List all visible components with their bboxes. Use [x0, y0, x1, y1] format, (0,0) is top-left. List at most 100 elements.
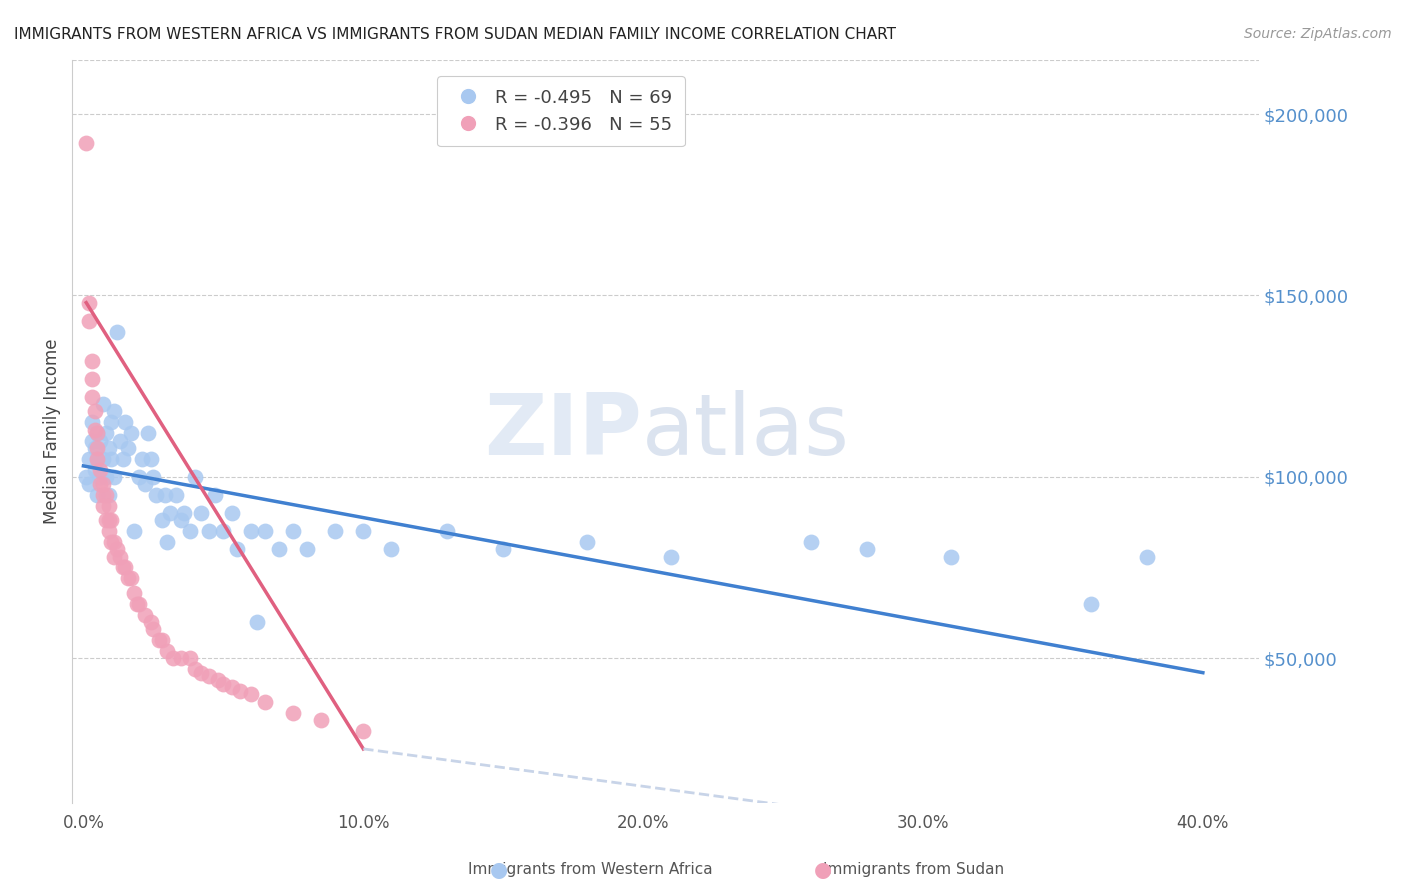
Point — [939, 549, 962, 564]
Point — [150, 633, 173, 648]
Point — [103, 470, 125, 484]
Point — [134, 607, 156, 622]
Point — [117, 441, 139, 455]
Point — [323, 524, 346, 539]
Point — [1080, 597, 1102, 611]
Point — [83, 404, 105, 418]
Point — [142, 622, 165, 636]
Point — [240, 688, 263, 702]
Point — [139, 615, 162, 629]
Point — [226, 542, 249, 557]
Point — [800, 535, 823, 549]
Point — [173, 506, 195, 520]
Point — [91, 451, 114, 466]
Point — [89, 434, 111, 448]
Point — [240, 524, 263, 539]
Text: Source: ZipAtlas.com: Source: ZipAtlas.com — [1244, 27, 1392, 41]
Point — [75, 470, 97, 484]
Text: Immigrants from Sudan: Immigrants from Sudan — [824, 863, 1004, 877]
Point — [89, 470, 111, 484]
Point — [86, 426, 108, 441]
Point — [91, 499, 114, 513]
Point — [221, 506, 243, 520]
Point — [856, 542, 879, 557]
Point — [89, 462, 111, 476]
Point — [86, 426, 108, 441]
Legend: R = -0.495   N = 69, R = -0.396   N = 55: R = -0.495 N = 69, R = -0.396 N = 55 — [437, 76, 685, 146]
Point — [352, 524, 374, 539]
Point — [190, 506, 212, 520]
Point — [100, 451, 122, 466]
Point — [128, 470, 150, 484]
Point — [128, 597, 150, 611]
Point — [97, 441, 120, 455]
Point — [100, 513, 122, 527]
Point — [162, 651, 184, 665]
Point — [94, 426, 117, 441]
Text: IMMIGRANTS FROM WESTERN AFRICA VS IMMIGRANTS FROM SUDAN MEDIAN FAMILY INCOME COR: IMMIGRANTS FROM WESTERN AFRICA VS IMMIGR… — [14, 27, 896, 42]
Point — [229, 683, 252, 698]
Point — [179, 524, 201, 539]
Point — [97, 524, 120, 539]
Point — [184, 662, 207, 676]
Point — [103, 404, 125, 418]
Point — [184, 470, 207, 484]
Text: ●: ● — [491, 860, 508, 880]
Point — [254, 695, 277, 709]
Point — [311, 713, 333, 727]
Point — [83, 423, 105, 437]
Point — [139, 451, 162, 466]
Point — [86, 451, 108, 466]
Point — [111, 560, 134, 574]
Point — [170, 513, 193, 527]
Point — [80, 434, 103, 448]
Point — [131, 451, 153, 466]
Point — [159, 506, 181, 520]
Point — [117, 571, 139, 585]
Text: ●: ● — [814, 860, 831, 880]
Point — [269, 542, 291, 557]
Point — [100, 416, 122, 430]
Text: ZIP: ZIP — [484, 390, 641, 473]
Point — [91, 477, 114, 491]
Point — [103, 535, 125, 549]
Point — [103, 549, 125, 564]
Point — [120, 426, 142, 441]
Point — [136, 426, 159, 441]
Point — [212, 676, 235, 690]
Y-axis label: Median Family Income: Median Family Income — [44, 339, 60, 524]
Point — [94, 513, 117, 527]
Point — [97, 499, 120, 513]
Point — [165, 488, 187, 502]
Point — [108, 434, 131, 448]
Text: Immigrants from Western Africa: Immigrants from Western Africa — [468, 863, 713, 877]
Point — [142, 470, 165, 484]
Point — [212, 524, 235, 539]
Point — [91, 488, 114, 502]
Point — [1136, 549, 1159, 564]
Point — [86, 451, 108, 466]
Point — [254, 524, 277, 539]
Point — [283, 706, 305, 720]
Point — [108, 549, 131, 564]
Point — [122, 524, 145, 539]
Point — [94, 470, 117, 484]
Point — [105, 325, 128, 339]
Point — [125, 597, 148, 611]
Point — [83, 462, 105, 476]
Point — [94, 488, 117, 502]
Text: atlas: atlas — [641, 390, 849, 473]
Point — [198, 669, 221, 683]
Point — [91, 397, 114, 411]
Point — [77, 477, 100, 491]
Point — [86, 441, 108, 455]
Point — [207, 673, 229, 687]
Point — [156, 644, 179, 658]
Point — [190, 665, 212, 680]
Point — [153, 488, 176, 502]
Point — [436, 524, 458, 539]
Point — [80, 353, 103, 368]
Point — [97, 513, 120, 527]
Point — [576, 535, 599, 549]
Point — [114, 416, 136, 430]
